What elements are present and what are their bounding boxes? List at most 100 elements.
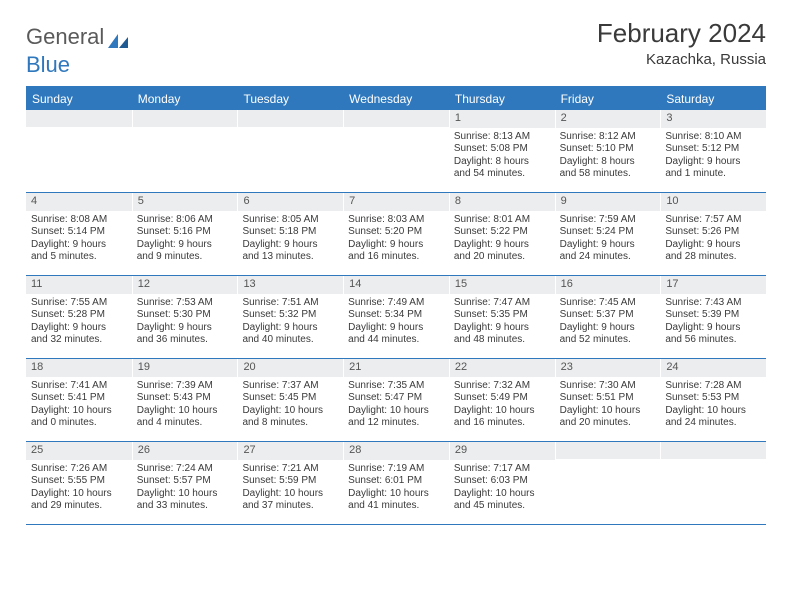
day-detail-line: and 32 minutes.	[31, 334, 127, 347]
day-detail-line: and 24 minutes.	[665, 417, 761, 430]
day-detail-line: Daylight: 9 hours	[454, 322, 550, 335]
day-detail-line: Sunset: 5:16 PM	[137, 226, 233, 239]
day-detail-line: Sunrise: 8:12 AM	[560, 131, 656, 144]
day-number: 22	[449, 359, 555, 377]
day-detail-line: and 40 minutes.	[242, 334, 338, 347]
day-detail-line: Sunset: 5:20 PM	[348, 226, 444, 239]
day-detail-line: and 0 minutes.	[31, 417, 127, 430]
day-cell: 6Sunrise: 8:05 AMSunset: 5:18 PMDaylight…	[237, 193, 343, 275]
day-cell: 1Sunrise: 8:13 AMSunset: 5:08 PMDaylight…	[449, 110, 555, 192]
day-detail-line: Daylight: 8 hours	[560, 156, 656, 169]
day-detail-line: and 20 minutes.	[560, 417, 656, 430]
day-detail-line: and 8 minutes.	[242, 417, 338, 430]
day-detail-line: Sunrise: 8:08 AM	[31, 214, 127, 227]
day-details: Sunrise: 7:17 AMSunset: 6:03 PMDaylight:…	[449, 460, 555, 517]
day-number: 28	[343, 442, 449, 460]
day-detail-line: Sunset: 5:14 PM	[31, 226, 127, 239]
day-number: 9	[555, 193, 661, 211]
day-cell: 22Sunrise: 7:32 AMSunset: 5:49 PMDayligh…	[449, 359, 555, 441]
day-details: Sunrise: 7:43 AMSunset: 5:39 PMDaylight:…	[660, 294, 766, 351]
day-detail-line: and 29 minutes.	[31, 500, 127, 513]
day-cell: 20Sunrise: 7:37 AMSunset: 5:45 PMDayligh…	[237, 359, 343, 441]
location-label: Kazachka, Russia	[597, 51, 766, 68]
day-detail-line: Sunset: 6:01 PM	[348, 475, 444, 488]
day-detail-line: Sunrise: 7:57 AM	[665, 214, 761, 227]
day-cell	[237, 110, 343, 192]
day-detail-line: Daylight: 9 hours	[665, 239, 761, 252]
dow-tuesday: Tuesday	[237, 88, 343, 110]
day-cell: 5Sunrise: 8:06 AMSunset: 5:16 PMDaylight…	[132, 193, 238, 275]
day-detail-line: Sunrise: 7:26 AM	[31, 463, 127, 476]
day-details	[343, 127, 449, 134]
day-detail-line: Daylight: 10 hours	[454, 405, 550, 418]
day-detail-line: Sunrise: 8:06 AM	[137, 214, 233, 227]
day-detail-line: Sunrise: 8:03 AM	[348, 214, 444, 227]
week-row: 18Sunrise: 7:41 AMSunset: 5:41 PMDayligh…	[26, 359, 766, 442]
week-row: 25Sunrise: 7:26 AMSunset: 5:55 PMDayligh…	[26, 442, 766, 525]
day-detail-line: Daylight: 9 hours	[242, 239, 338, 252]
day-detail-line: Daylight: 10 hours	[137, 405, 233, 418]
day-details: Sunrise: 7:59 AMSunset: 5:24 PMDaylight:…	[555, 211, 661, 268]
day-number	[26, 110, 132, 127]
day-detail-line: Sunset: 5:26 PM	[665, 226, 761, 239]
day-details: Sunrise: 7:28 AMSunset: 5:53 PMDaylight:…	[660, 377, 766, 434]
day-number: 24	[660, 359, 766, 377]
day-details: Sunrise: 8:10 AMSunset: 5:12 PMDaylight:…	[660, 128, 766, 185]
day-cell	[26, 110, 132, 192]
day-detail-line: Daylight: 9 hours	[348, 322, 444, 335]
week-row: 4Sunrise: 8:08 AMSunset: 5:14 PMDaylight…	[26, 193, 766, 276]
day-number: 21	[343, 359, 449, 377]
day-details: Sunrise: 7:39 AMSunset: 5:43 PMDaylight:…	[132, 377, 238, 434]
day-detail-line: Sunrise: 8:01 AM	[454, 214, 550, 227]
day-number: 12	[132, 276, 238, 294]
day-detail-line: and 4 minutes.	[137, 417, 233, 430]
day-detail-line: and 48 minutes.	[454, 334, 550, 347]
day-details	[132, 127, 238, 134]
day-detail-line: Sunset: 5:47 PM	[348, 392, 444, 405]
day-details: Sunrise: 8:08 AMSunset: 5:14 PMDaylight:…	[26, 211, 132, 268]
day-number: 2	[555, 110, 661, 128]
brand-logo-line2: Blue	[26, 46, 129, 78]
day-number: 26	[132, 442, 238, 460]
day-details: Sunrise: 7:19 AMSunset: 6:01 PMDaylight:…	[343, 460, 449, 517]
day-cell	[555, 442, 661, 524]
day-cell: 23Sunrise: 7:30 AMSunset: 5:51 PMDayligh…	[555, 359, 661, 441]
day-cell: 8Sunrise: 8:01 AMSunset: 5:22 PMDaylight…	[449, 193, 555, 275]
day-number: 3	[660, 110, 766, 128]
brand-part2: Blue	[26, 52, 70, 78]
weeks-container: 1Sunrise: 8:13 AMSunset: 5:08 PMDaylight…	[26, 110, 766, 525]
day-detail-line: Sunset: 5:41 PM	[31, 392, 127, 405]
day-details: Sunrise: 7:55 AMSunset: 5:28 PMDaylight:…	[26, 294, 132, 351]
day-details	[555, 459, 661, 466]
day-details: Sunrise: 8:13 AMSunset: 5:08 PMDaylight:…	[449, 128, 555, 185]
day-detail-line: Daylight: 10 hours	[560, 405, 656, 418]
day-detail-line: Sunset: 5:32 PM	[242, 309, 338, 322]
day-detail-line: Sunset: 5:55 PM	[31, 475, 127, 488]
brand-part1: General	[26, 24, 104, 50]
day-detail-line: Sunrise: 7:30 AM	[560, 380, 656, 393]
day-detail-line: and 13 minutes.	[242, 251, 338, 264]
day-number: 10	[660, 193, 766, 211]
day-detail-line: Sunset: 5:30 PM	[137, 309, 233, 322]
day-cell: 13Sunrise: 7:51 AMSunset: 5:32 PMDayligh…	[237, 276, 343, 358]
day-detail-line: and 28 minutes.	[665, 251, 761, 264]
day-details: Sunrise: 7:51 AMSunset: 5:32 PMDaylight:…	[237, 294, 343, 351]
day-detail-line: Sunrise: 7:17 AM	[454, 463, 550, 476]
day-detail-line: Sunrise: 7:41 AM	[31, 380, 127, 393]
day-detail-line: Daylight: 9 hours	[137, 239, 233, 252]
day-cell: 19Sunrise: 7:39 AMSunset: 5:43 PMDayligh…	[132, 359, 238, 441]
day-cell	[343, 110, 449, 192]
day-cell: 24Sunrise: 7:28 AMSunset: 5:53 PMDayligh…	[660, 359, 766, 441]
day-cell: 3Sunrise: 8:10 AMSunset: 5:12 PMDaylight…	[660, 110, 766, 192]
day-cell: 27Sunrise: 7:21 AMSunset: 5:59 PMDayligh…	[237, 442, 343, 524]
day-detail-line: and 36 minutes.	[137, 334, 233, 347]
day-detail-line: and 44 minutes.	[348, 334, 444, 347]
day-cell: 26Sunrise: 7:24 AMSunset: 5:57 PMDayligh…	[132, 442, 238, 524]
day-number	[132, 110, 238, 127]
day-details	[660, 459, 766, 466]
day-number	[555, 442, 661, 459]
day-number: 23	[555, 359, 661, 377]
day-detail-line: Daylight: 9 hours	[242, 322, 338, 335]
day-detail-line: Sunrise: 7:39 AM	[137, 380, 233, 393]
dow-header-row: Sunday Monday Tuesday Wednesday Thursday…	[26, 88, 766, 110]
